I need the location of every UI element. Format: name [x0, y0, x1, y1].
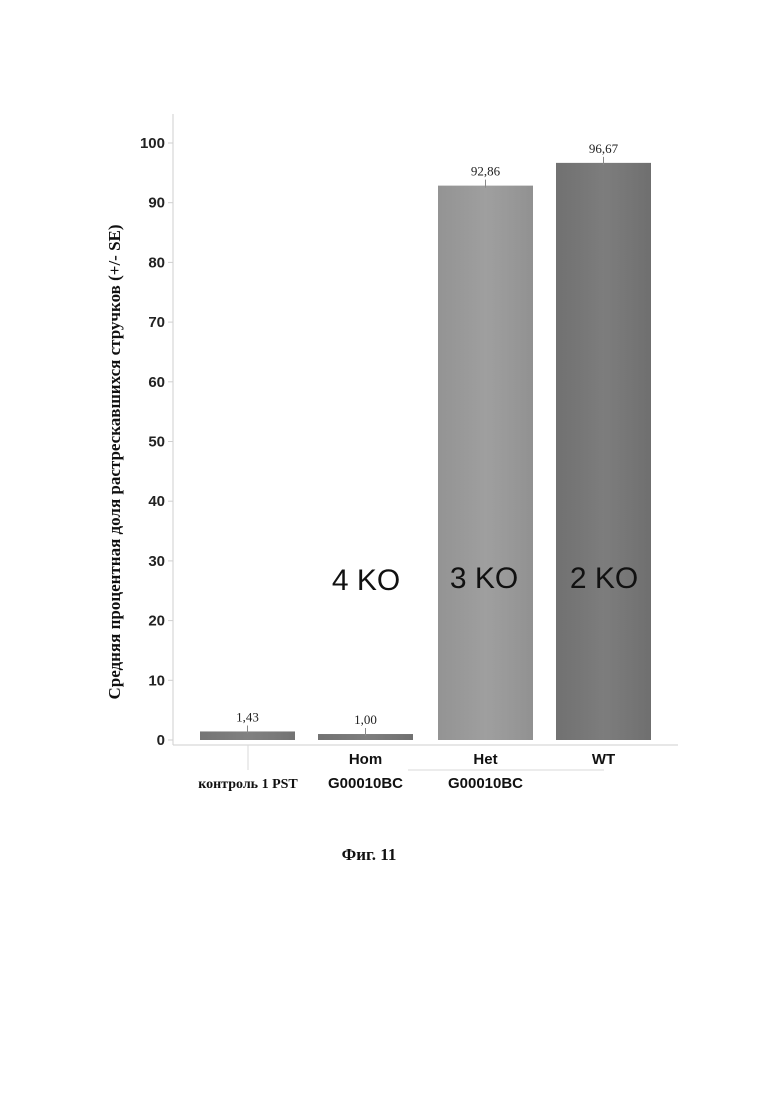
y-tick-label: 80 — [148, 254, 165, 271]
bar-shade — [438, 185, 533, 740]
y-axis-title: Средняя процентная доля растрескавшихся … — [105, 224, 124, 699]
category-label: Het — [473, 751, 497, 768]
value-labels: 1,43 1,00 92,86 96,67 — [236, 141, 619, 727]
value-label: 92,86 — [471, 164, 501, 179]
bar-shade — [318, 734, 413, 740]
annotation-2ko: 2 KO — [570, 562, 638, 595]
y-tick-label: 40 — [148, 493, 165, 510]
value-label: 1,00 — [354, 712, 377, 727]
annotation-4ko: 4 KO — [332, 564, 400, 597]
y-tick-label: 50 — [148, 434, 165, 451]
bar-shade — [556, 162, 651, 740]
figure-caption: Фиг. 11 — [342, 845, 397, 864]
y-tick-label: 60 — [148, 374, 165, 391]
y-tick-label: 90 — [148, 195, 165, 212]
category-labels: контроль 1 PST Hom G00010BC Het G00010BC WT — [198, 751, 615, 792]
y-tick-label: 0 — [157, 732, 165, 749]
y-tick-label: 30 — [148, 553, 165, 570]
y-tick-label: 20 — [148, 613, 165, 630]
bars — [200, 156, 651, 740]
y-tick-label: 70 — [148, 314, 165, 331]
value-label: 96,67 — [589, 141, 619, 156]
category-label: Hom — [349, 751, 382, 768]
bar-shade — [200, 731, 295, 740]
y-ticks: 0 10 20 30 40 50 60 70 80 90 100 — [140, 135, 173, 749]
y-tick-label: 100 — [140, 135, 165, 152]
category-sublabel: контроль 1 PST — [198, 777, 298, 792]
category-sublabel: G00010BC — [448, 775, 523, 792]
category-label: WT — [592, 751, 615, 768]
value-label: 1,43 — [236, 709, 259, 724]
category-sublabel: G00010BC — [328, 775, 403, 792]
y-tick-label: 10 — [148, 672, 165, 689]
annotation-3ko: 3 KO — [450, 562, 518, 595]
